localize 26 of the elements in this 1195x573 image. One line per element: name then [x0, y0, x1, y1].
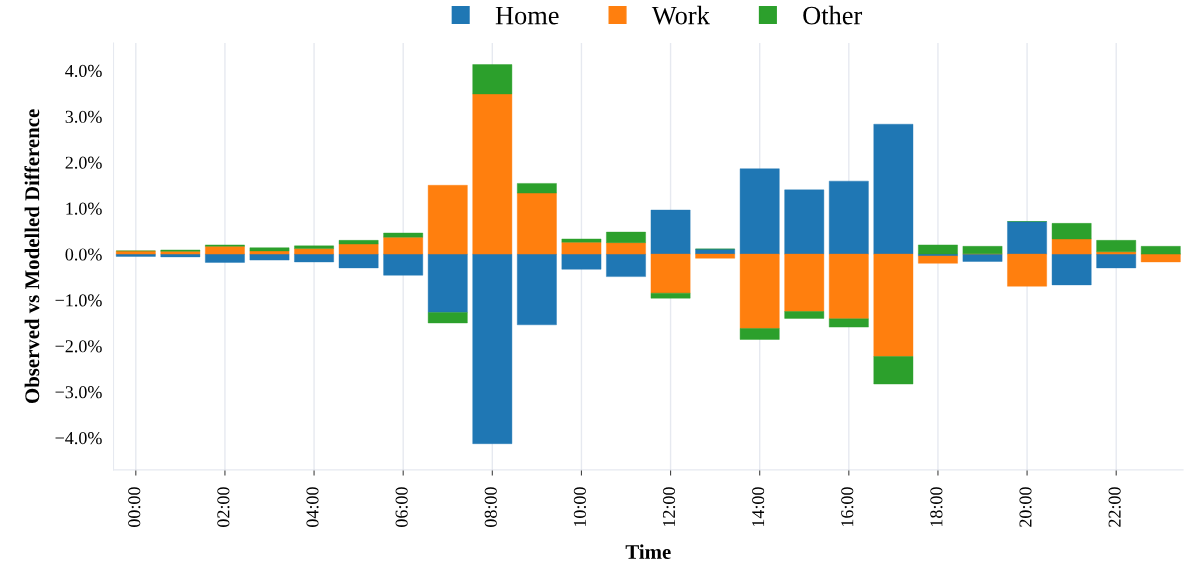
x-tick-label: 04:00 — [306, 487, 319, 527]
y-tick-label: 0.0% — [65, 248, 102, 261]
x-axis-title: Time — [625, 544, 671, 559]
x-tick-label: 10:00 — [573, 487, 587, 527]
x-tick-label: 08:00 — [484, 487, 497, 527]
y-tick-label: −3.0% — [55, 386, 102, 399]
x-tick-label: 00:00 — [128, 487, 141, 527]
y-tick-label: 2.0% — [65, 156, 102, 169]
x-tick-label: 22:00 — [1108, 487, 1121, 527]
x-tick-label: 14:00 — [752, 487, 765, 527]
x-tick-label: 16:00 — [841, 487, 854, 527]
x-tick-label: 20:00 — [1019, 487, 1032, 527]
x-tick-label: 18:00 — [930, 487, 943, 527]
x-tick-label: 12:00 — [662, 487, 676, 527]
y-tick-label: −1.0% — [55, 294, 102, 307]
x-tick-label: 06:00 — [395, 487, 408, 527]
legend-label: Other — [803, 5, 863, 25]
x-tick-label: 02:00 — [217, 487, 230, 527]
legend-label: Home — [495, 6, 559, 25]
y-tick-label: −4.0% — [55, 431, 102, 445]
y-tick-label: 1.0% — [66, 202, 102, 215]
y-axis-title: Observed vs Modelled Difference — [24, 109, 40, 404]
y-tick-label: 4.0% — [65, 64, 102, 78]
y-tick-label: −2.0% — [55, 340, 102, 353]
y-tick-label: 3.0% — [65, 110, 102, 123]
legend-label: Work — [651, 5, 710, 25]
